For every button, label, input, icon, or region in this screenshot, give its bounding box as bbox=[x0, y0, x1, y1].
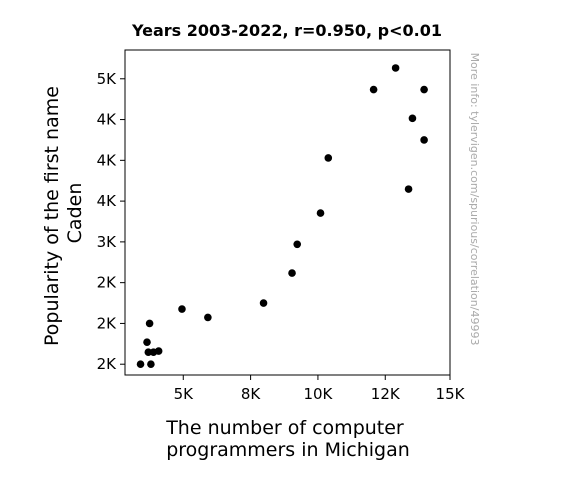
y-axis-label: Popularity of the first name Caden bbox=[41, 80, 86, 346]
x-axis: 5K 8K 10K 12K 15K bbox=[174, 375, 466, 403]
data-point bbox=[420, 85, 428, 94]
data-point bbox=[404, 185, 413, 193]
data-point bbox=[143, 338, 151, 346]
data-point bbox=[204, 313, 212, 322]
data-point bbox=[145, 319, 154, 328]
y-tick-label: 4K bbox=[97, 151, 118, 169]
y-tick-label: 2K bbox=[97, 314, 118, 332]
x-tick-label: 5K bbox=[174, 385, 195, 403]
y-tick-label: 5K bbox=[97, 70, 118, 88]
data-point bbox=[324, 154, 333, 162]
data-point bbox=[408, 114, 417, 123]
x-tick-label: 15K bbox=[436, 385, 466, 403]
x-tick-label: 10K bbox=[303, 385, 333, 403]
data-point bbox=[259, 299, 268, 307]
chart-title: Years 2003-2022, r=0.950, p<0.01 bbox=[131, 21, 442, 40]
data-point bbox=[420, 136, 428, 144]
x-axis-label: The number of computer programmers in Mi… bbox=[165, 417, 410, 461]
data-point bbox=[293, 240, 302, 249]
y-axis-label-line-2: Caden bbox=[64, 183, 86, 244]
y-tick-label: 4K bbox=[97, 111, 118, 129]
data-points bbox=[136, 64, 428, 369]
y-axis: 2K 2K 2K 3K 4K 4K 4K 5K bbox=[97, 70, 125, 373]
y-tick-label: 2K bbox=[97, 274, 118, 292]
data-point bbox=[136, 360, 145, 369]
x-axis-label-line-2: programmers in Michigan bbox=[166, 439, 410, 461]
data-point bbox=[178, 305, 186, 313]
data-point bbox=[391, 64, 400, 72]
data-point bbox=[369, 85, 378, 94]
data-point bbox=[154, 347, 163, 355]
y-tick-label: 2K bbox=[97, 355, 118, 373]
y-tick-label: 3K bbox=[97, 233, 118, 251]
x-tick-label: 8K bbox=[241, 385, 262, 403]
x-tick-label: 12K bbox=[371, 385, 401, 403]
watermark-text: More info: tylervigen.com/spurious/corre… bbox=[468, 53, 481, 346]
data-point bbox=[288, 269, 296, 277]
data-point bbox=[147, 360, 155, 369]
x-axis-label-line-1: The number of computer bbox=[165, 417, 404, 439]
y-axis-label-line-1: Popularity of the first name bbox=[41, 86, 63, 346]
y-tick-label: 4K bbox=[97, 192, 118, 210]
data-point bbox=[316, 209, 325, 217]
plot-area bbox=[124, 49, 451, 376]
